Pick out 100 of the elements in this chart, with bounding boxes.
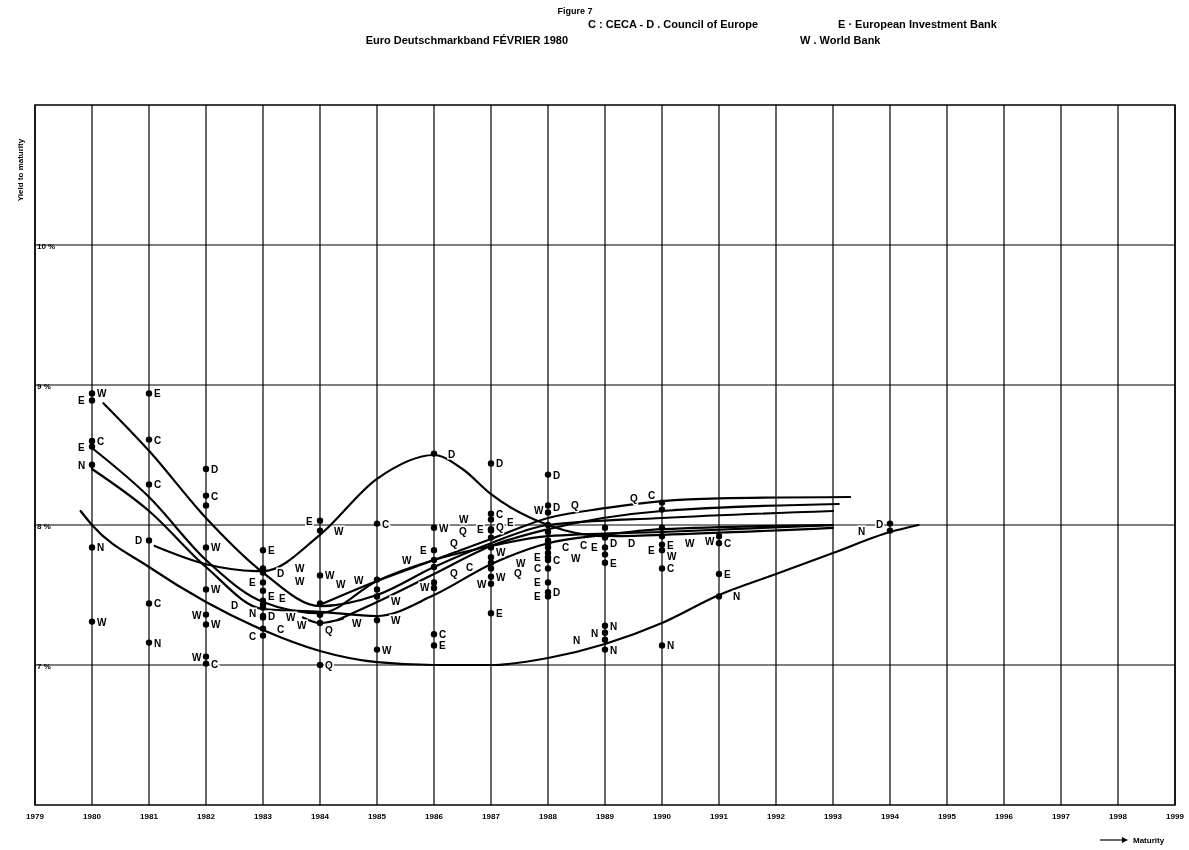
- text: E: [268, 545, 275, 557]
- text: W: [297, 619, 307, 631]
- text: W: [286, 612, 296, 624]
- text: E: [610, 557, 617, 569]
- text: Q: [496, 522, 504, 534]
- x-tick-label: 1997: [1052, 812, 1071, 821]
- series-label: C: [553, 555, 561, 566]
- text: N: [249, 607, 257, 619]
- x-tick-label: 1992: [767, 812, 786, 821]
- text: E: [268, 590, 275, 602]
- text: C: [211, 490, 219, 502]
- text: C: [562, 542, 570, 554]
- text: C: [534, 563, 542, 575]
- text: N: [733, 591, 741, 603]
- x-tick-label: 1985: [368, 812, 387, 821]
- x-tick-label: 1994: [881, 812, 900, 821]
- chart-title: Figure 7: [557, 6, 593, 16]
- text: E: [534, 591, 541, 603]
- series-label: N: [610, 620, 618, 632]
- text: E: [648, 545, 655, 557]
- text: W: [192, 651, 202, 663]
- text: C: [496, 508, 504, 520]
- text: D: [553, 587, 561, 599]
- text: C: [439, 629, 447, 641]
- x-axis-title: Maturity: [1133, 836, 1165, 845]
- text: W: [391, 615, 401, 627]
- x-tick-label: 1998: [1109, 812, 1128, 821]
- text: N: [154, 637, 162, 649]
- text: W: [334, 525, 344, 537]
- text: E: [534, 552, 541, 564]
- text: Q: [450, 567, 458, 579]
- text: W: [667, 551, 677, 563]
- text: N: [858, 525, 866, 537]
- x-tick-label: 1990: [653, 812, 672, 821]
- text: E: [477, 524, 484, 536]
- text: D: [553, 502, 561, 514]
- text: W . World Bank: [800, 34, 882, 46]
- text: C: [249, 630, 257, 642]
- text: W: [192, 609, 202, 621]
- text: W: [516, 558, 526, 569]
- text: Q: [514, 568, 522, 580]
- text: Q: [325, 624, 333, 636]
- x-tick-label: 1989: [596, 812, 615, 821]
- x-tick-label: 1986: [425, 812, 444, 821]
- x-tick-label: 1983: [254, 812, 273, 821]
- text: W: [496, 547, 506, 559]
- text: E: [534, 577, 541, 589]
- text: Q: [450, 537, 458, 549]
- text: W: [459, 514, 469, 526]
- text: E: [507, 517, 514, 528]
- text: W: [211, 542, 221, 554]
- text: N: [573, 634, 581, 646]
- text: D: [876, 518, 884, 530]
- text: W: [295, 563, 305, 575]
- text: C: [97, 436, 105, 447]
- text: W: [97, 388, 107, 400]
- text: W: [295, 575, 305, 587]
- series-label: Q: [325, 660, 333, 671]
- text: W: [496, 571, 506, 583]
- x-tick-label: 1988: [539, 812, 558, 821]
- text: C: [648, 489, 656, 501]
- text: W: [420, 582, 430, 594]
- x-tick-label: 1982: [197, 812, 216, 821]
- text: E: [306, 515, 313, 527]
- y-axis-title: Yield to maturity: [16, 138, 25, 202]
- text: N: [591, 627, 599, 639]
- text: D: [448, 448, 456, 460]
- chart-subtitle: Euro Deutschmarkband FÉVRIER 1980: [365, 34, 568, 46]
- text: W: [477, 578, 487, 590]
- text: E: [420, 545, 427, 557]
- x-tick-label: 1980: [83, 812, 102, 821]
- text: E: [724, 569, 731, 580]
- text: N: [610, 644, 618, 656]
- text: E: [78, 441, 85, 453]
- text: D: [211, 464, 219, 475]
- text: C: [211, 658, 219, 670]
- text: Q: [571, 500, 579, 512]
- text: W: [211, 619, 221, 631]
- text: C: [154, 479, 162, 491]
- x-tick-label: 1979: [26, 812, 45, 821]
- text: N: [667, 640, 675, 652]
- text: W: [97, 616, 107, 628]
- x-tick-label: 1996: [995, 812, 1014, 821]
- y-tick-label: 8 %: [37, 522, 51, 531]
- text: C: [154, 434, 162, 446]
- text: C : CECA - D . Council of Europe: [588, 18, 759, 30]
- x-tick-label: 1995: [938, 812, 957, 821]
- text: D: [268, 611, 276, 622]
- text: C: [466, 562, 474, 573]
- series-label: D: [610, 537, 618, 549]
- x-tick-label: 1984: [311, 812, 330, 821]
- text: Q: [630, 492, 638, 504]
- series-label: W: [705, 536, 715, 548]
- text: D: [135, 535, 143, 547]
- series-label: E: [667, 539, 674, 551]
- text: D: [496, 458, 504, 470]
- text: E: [591, 542, 598, 554]
- text: C: [580, 540, 588, 552]
- text: W: [571, 553, 581, 565]
- text: N: [78, 459, 86, 471]
